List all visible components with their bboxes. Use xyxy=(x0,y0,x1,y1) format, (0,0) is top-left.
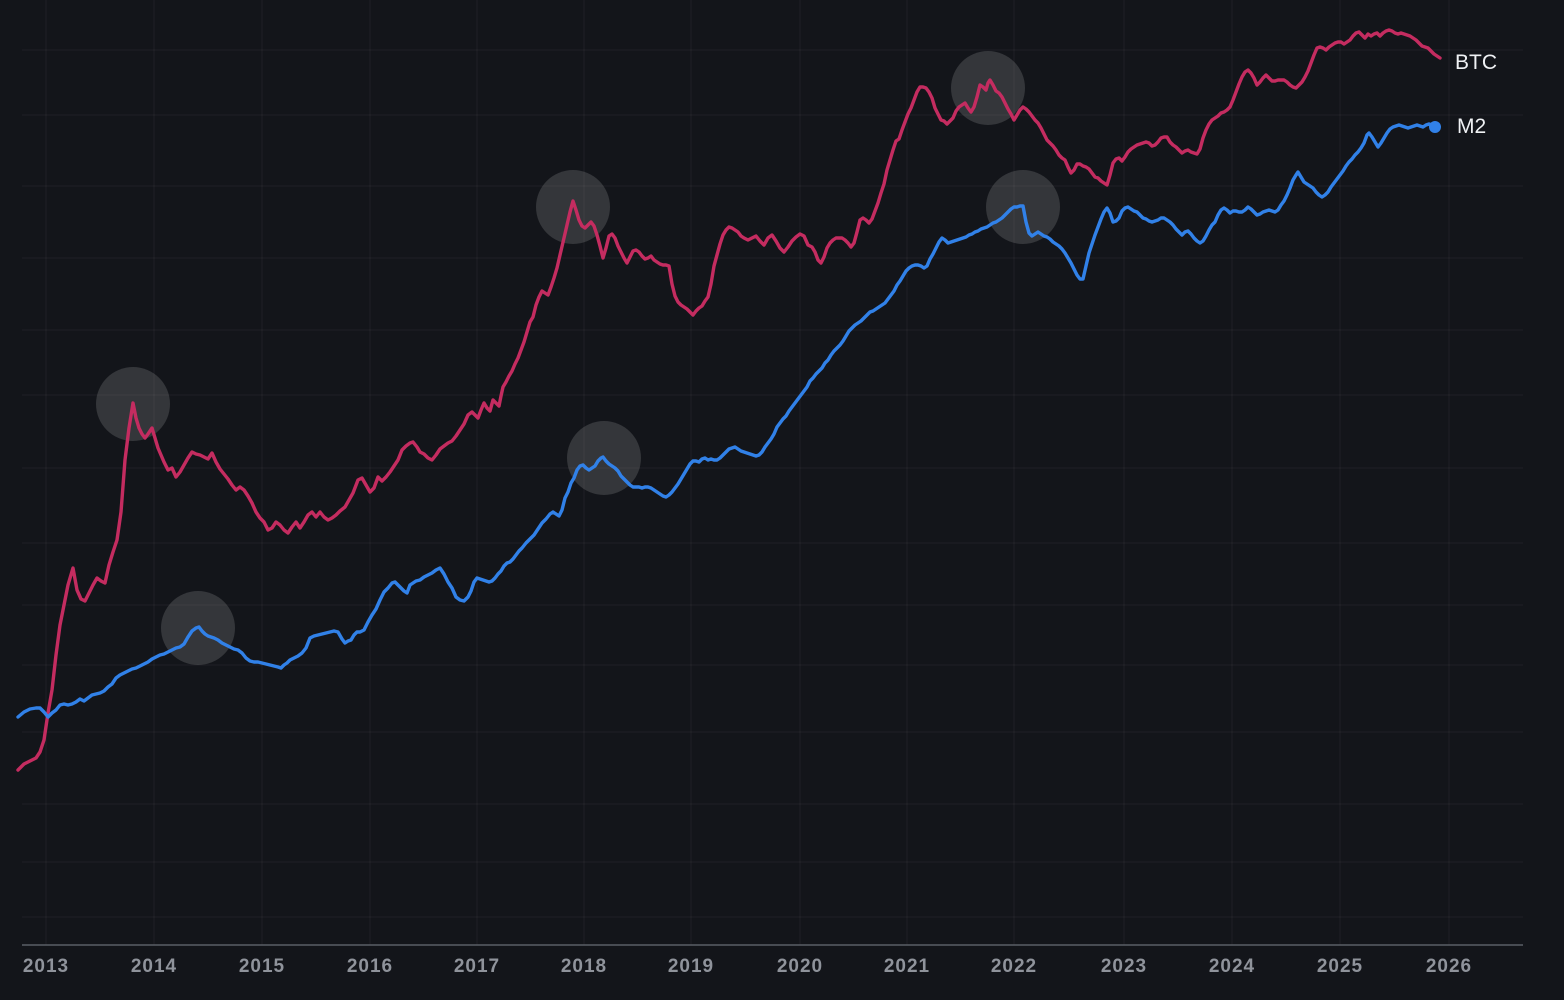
btc-line xyxy=(16,28,1442,772)
m2-series-label: M2 xyxy=(1457,115,1487,138)
btc-series-label: BTC xyxy=(1455,51,1497,74)
grid xyxy=(22,0,1523,945)
m2-line xyxy=(16,122,1437,719)
m2-end-dot xyxy=(1429,121,1441,133)
